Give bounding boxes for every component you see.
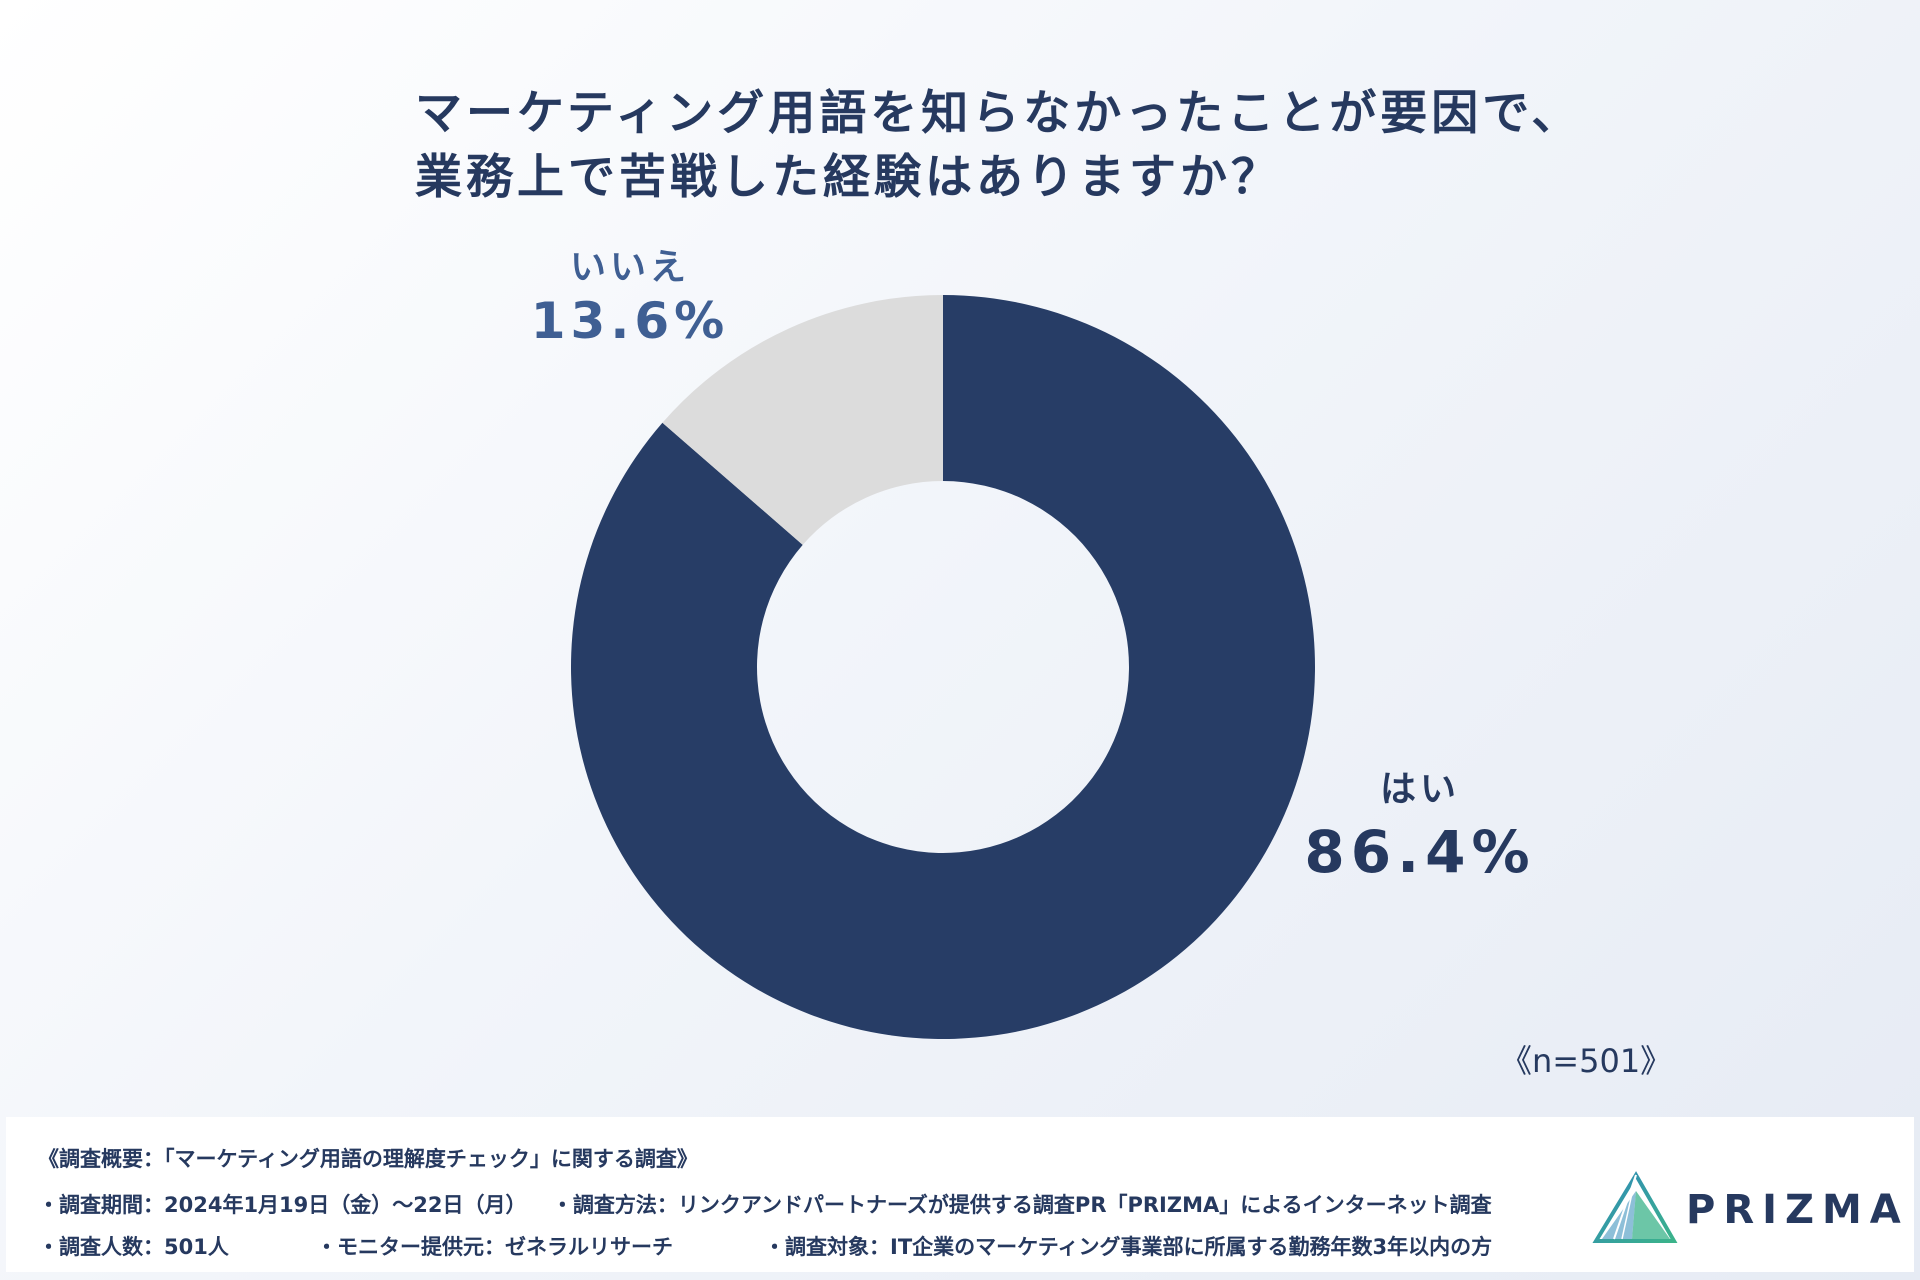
survey-target: ・調査対象：IT企業のマーケティング事業部に所属する勤務年数3年以内の方 [764,1235,1493,1259]
slice-label-yes-value: 86.4% [1304,818,1536,886]
prizma-prism-icon [1592,1171,1678,1243]
slice-label-yes: はい 86.4% [1300,760,1540,886]
donut-slice-yes [570,295,1315,1039]
survey-period: ・調査期間：2024年1月19日（金）〜22日（月） [38,1193,527,1217]
slice-label-no-name: いいえ [569,247,690,288]
sample-size-label: 《n=501》 [1500,1042,1673,1080]
survey-summary-row-1: ・調査期間：2024年1月19日（金）〜22日（月） ・調査方法：リンクアンドパ… [38,1189,1510,1219]
chart-title: マーケティング用語を知らなかったことが要因で、 業務上で苦戦した経験はありますか… [415,82,1715,210]
survey-method: ・調査方法：リンクアンドパートナーズが提供する調査PR「PRIZMA」によるイン… [551,1193,1492,1217]
slice-label-no-value: 13.6% [530,292,730,350]
survey-summary-footer: 《調査概要：「マーケティング用語の理解度チェック」に関する調査》 ・調査期間：2… [6,1117,1914,1272]
prizma-logo: PRIZMA [1592,1169,1901,1249]
survey-count: ・調査人数：501人 [38,1235,229,1259]
donut-slice-no [662,295,943,545]
survey-summary-heading: 《調査概要：「マーケティング用語の理解度チェック」に関する調査》 [38,1147,698,1171]
slice-label-no: いいえ 13.6% [520,238,740,350]
prizma-logo-text: PRIZMA [1686,1187,1909,1233]
chart-title-line-2: 業務上で苦戦した経験はありますか？ [415,150,1282,205]
survey-summary-row-2: ・調査人数：501人 ・モニター提供元：ゼネラルリサーチ ・調査対象：IT企業の… [38,1231,1492,1261]
chart-title-line-1: マーケティング用語を知らなかったことが要因で、 [415,86,1583,141]
survey-monitor: ・モニター提供元：ゼネラルリサーチ [316,1235,673,1259]
slice-label-yes-name: はい [1379,769,1460,810]
